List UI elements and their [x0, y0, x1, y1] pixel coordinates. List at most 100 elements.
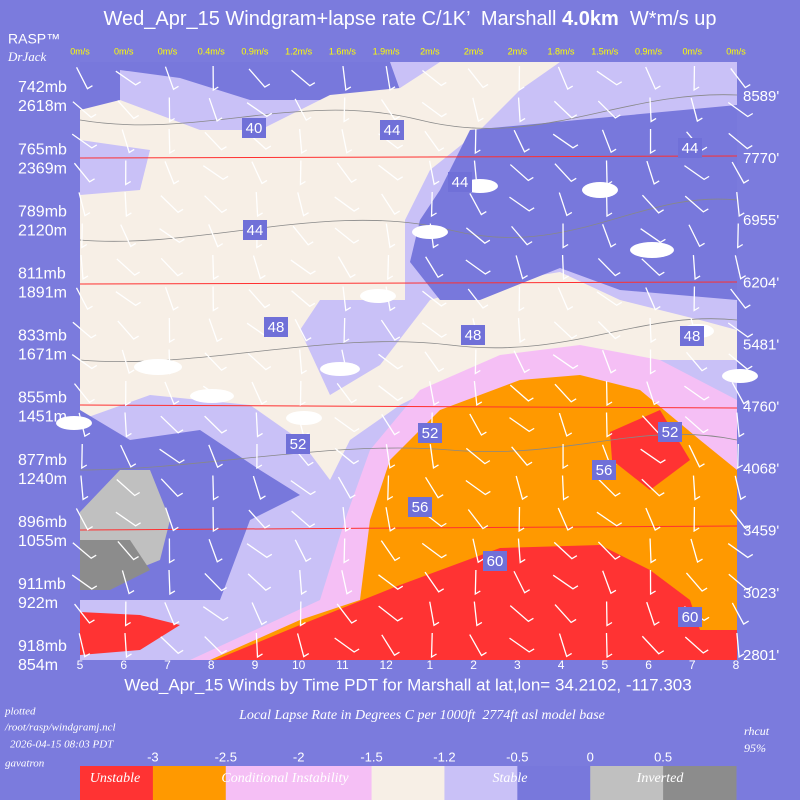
contour-label-box	[418, 423, 442, 443]
wind-barb	[342, 507, 352, 533]
wind-barb	[246, 543, 273, 559]
contour-label: 48	[268, 319, 285, 336]
cloud	[190, 389, 234, 403]
wind-barb	[605, 412, 613, 438]
legend-swatch	[80, 766, 154, 800]
legend: -3 -2.5 -2 -1.5 -1.2 -0.5 0 0.5 Unstable Conditio…	[80, 749, 737, 800]
altitude-label: 2369m	[18, 160, 67, 177]
wind-barb	[602, 570, 617, 595]
legend-tick-label: 0	[587, 749, 594, 764]
wind-barb	[251, 161, 268, 185]
contour-line	[79, 433, 738, 471]
wind-barb	[649, 569, 656, 596]
wind-barb	[473, 601, 483, 627]
wind-barb	[294, 98, 312, 122]
wind-barb	[72, 542, 97, 560]
wind-barb	[513, 129, 530, 153]
title-bold: 4.0km	[562, 8, 619, 30]
wind-barb	[509, 384, 534, 402]
pressure-label: 918mb	[18, 638, 67, 655]
wind-barb	[737, 443, 744, 470]
w-star-label: 0m/s	[726, 46, 746, 56]
legend-swatch	[298, 766, 373, 800]
wind-barb	[248, 509, 271, 529]
wind-barb	[380, 319, 401, 341]
wind-barb	[168, 128, 176, 155]
altitude-ft-label: 3459'	[743, 523, 779, 540]
wind-barb	[688, 444, 705, 468]
wind-barb	[124, 191, 132, 218]
wind-barb	[116, 258, 140, 276]
wind-barb	[255, 191, 263, 218]
wind-barb	[212, 506, 219, 533]
legend-tick-label: -3	[147, 749, 159, 764]
contour-label-box	[448, 172, 472, 192]
wind-barb	[168, 569, 176, 596]
x-tick-label: 10	[292, 658, 306, 672]
wind-barb	[424, 571, 445, 593]
wind-barb	[164, 602, 180, 626]
wind-barb	[168, 317, 175, 344]
region-inverted-strong	[80, 540, 150, 590]
wind-barb	[160, 257, 184, 277]
level-line	[79, 525, 738, 531]
wind-barb	[469, 413, 487, 436]
wind-barb	[208, 538, 223, 563]
contour-label-box	[243, 220, 267, 240]
wind-barb	[252, 255, 266, 280]
wind-barb	[164, 286, 179, 311]
cloud	[56, 416, 92, 430]
wind-barb	[465, 259, 491, 275]
x-tick-label: 7	[689, 658, 696, 672]
wind-barb	[646, 381, 660, 406]
wind-barb	[255, 632, 263, 659]
wind-barb	[334, 227, 360, 244]
wind-barb	[641, 635, 665, 655]
wind-barb	[251, 381, 268, 405]
x-tick-label: 8	[733, 658, 740, 672]
wind-barb	[421, 542, 447, 559]
contour-label: 52	[422, 425, 439, 442]
wind-barb	[684, 385, 710, 401]
wind-barb	[424, 130, 445, 152]
wind-barb	[430, 632, 437, 659]
contour-lines	[79, 94, 738, 471]
pressure-label: 789mb	[18, 203, 67, 220]
wind-barb	[730, 68, 751, 89]
legend-tick-label: 0.5	[654, 749, 672, 764]
wind-barb	[552, 133, 579, 149]
wind-barb	[256, 443, 263, 470]
wind-barb	[465, 447, 491, 465]
contour-label-box	[286, 434, 310, 454]
pressure-label: 877mb	[18, 452, 67, 469]
wind-barb	[337, 256, 356, 279]
wind-barb	[124, 380, 131, 407]
wind-barb	[164, 381, 180, 406]
legend-tick-label: -2	[293, 749, 305, 764]
contour-label-box	[678, 607, 702, 627]
wind-barb	[736, 632, 745, 659]
wind-barb	[693, 506, 700, 533]
wind-barb	[515, 255, 528, 280]
wind-barb	[421, 101, 447, 118]
wind-barb	[336, 162, 357, 184]
wind-barb	[168, 538, 175, 564]
cloud	[320, 362, 360, 376]
pressure-label: 811mb	[18, 266, 66, 283]
x-tick-label: 4	[558, 658, 565, 672]
altitude-label: 922m	[18, 595, 58, 612]
wind-barb	[73, 162, 95, 183]
wind-barb	[72, 101, 97, 119]
legend-swatch	[371, 766, 445, 800]
wind-barb	[75, 508, 93, 531]
legend-class: Stable	[493, 771, 528, 786]
contour-line	[79, 318, 738, 363]
altitude-label: 1671m	[18, 347, 67, 364]
wind-barb	[731, 602, 749, 625]
wind-barb	[605, 632, 613, 659]
altitude-ft-label: 3023'	[743, 585, 779, 602]
w-star-label: 0.9m/s	[635, 46, 663, 56]
wind-barb	[641, 258, 665, 276]
wind-barb	[562, 223, 569, 249]
wind-barb	[202, 165, 229, 181]
